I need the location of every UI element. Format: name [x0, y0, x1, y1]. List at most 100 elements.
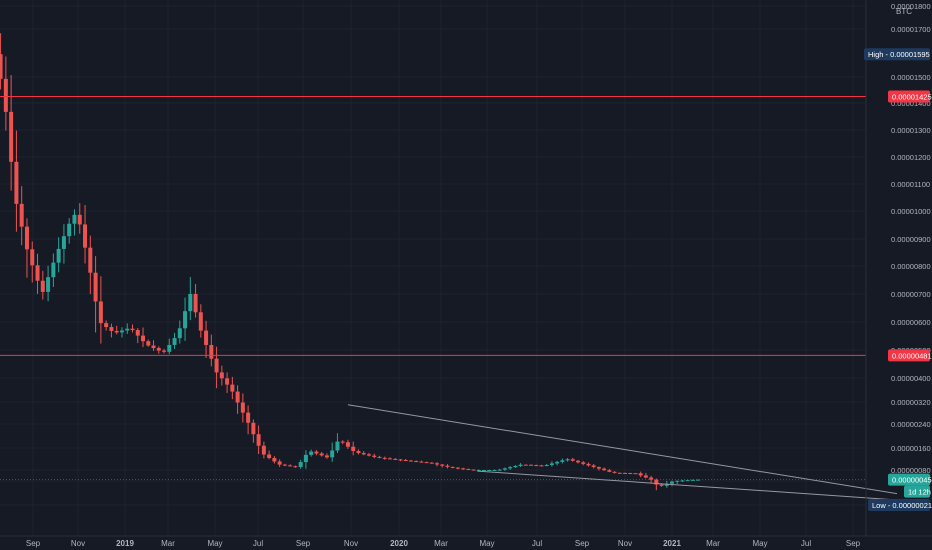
- price-tick-label: 0.00000240: [891, 420, 931, 429]
- candle-body: [183, 311, 188, 329]
- candle-body: [659, 484, 664, 486]
- candle-body: [570, 459, 575, 461]
- candle-body: [408, 460, 413, 462]
- candle-body: [14, 161, 19, 204]
- axes: BTC: [0, 0, 932, 537]
- time-tick-label: Mar: [706, 539, 720, 548]
- candle-body: [151, 345, 156, 349]
- annotation-lines: [0, 96, 898, 501]
- candle-body: [219, 372, 224, 379]
- price-tick-label: 0.00001300: [891, 126, 931, 135]
- candle-body: [46, 277, 51, 292]
- candle-body: [534, 465, 539, 467]
- time-tick-label: 2020: [390, 539, 408, 548]
- candle-body: [414, 461, 419, 463]
- current-price-badge: 0.00000045: [888, 473, 932, 486]
- level-price-badge: 0.00001425: [888, 90, 932, 103]
- candle-body: [586, 463, 591, 466]
- candle-body: [345, 442, 350, 447]
- candle-body: [654, 479, 659, 485]
- candle-body: [193, 294, 198, 313]
- candle-body: [77, 214, 82, 225]
- time-tick-label: May: [752, 539, 767, 548]
- candle-body: [141, 335, 146, 342]
- candle-body: [125, 328, 130, 331]
- candle-body: [314, 451, 319, 454]
- candle-body: [387, 458, 392, 460]
- high-badge-text: High - 0.00001595: [868, 50, 930, 59]
- candle-body: [67, 223, 72, 237]
- candle-body: [167, 344, 172, 352]
- candle-body: [162, 350, 167, 352]
- candle-body: [261, 445, 266, 455]
- current-price-badge-text: 0.00000045: [892, 476, 932, 485]
- candle-body: [476, 470, 481, 471]
- grid: [0, 0, 866, 536]
- trend-line[interactable]: [477, 470, 897, 501]
- candle-body: [51, 262, 56, 278]
- price-tick-label: 0.00000900: [891, 235, 931, 244]
- time-tick-label: May: [207, 539, 222, 548]
- candle-body: [330, 450, 335, 458]
- price-tick-label: 0.00001000: [891, 207, 931, 216]
- candles: [0, 33, 701, 491]
- candle-body: [146, 341, 151, 346]
- candle-body: [523, 464, 528, 466]
- candle-body: [361, 453, 366, 455]
- candle-body: [93, 272, 98, 302]
- candle-body: [56, 248, 61, 263]
- candle-body: [429, 462, 434, 464]
- candle-body: [670, 481, 674, 484]
- time-tick-label: Sep: [575, 539, 590, 548]
- candle-body: [88, 247, 93, 273]
- candle-body: [398, 459, 403, 461]
- time-tick-label: Jul: [253, 539, 263, 548]
- price-tick-label: 0.00001400: [891, 99, 931, 108]
- candle-body: [230, 384, 235, 392]
- candle-body: [309, 451, 314, 455]
- time-tick-label: Nov: [71, 539, 85, 548]
- candle-body: [487, 470, 492, 471]
- candle-body: [696, 479, 701, 481]
- candle-body: [19, 203, 24, 227]
- trend-line[interactable]: [347, 404, 898, 495]
- candle-body: [198, 312, 203, 331]
- candle-body: [680, 480, 685, 482]
- time-axis[interactable]: Sep Nov 2019 Mar May Jul Sep Nov 2020 Mar May Jul Se…: [26, 539, 861, 548]
- candle-body: [497, 469, 502, 471]
- candle-body: [513, 465, 518, 468]
- candle-body: [518, 464, 523, 466]
- candle-body: [0, 54, 3, 79]
- price-tick-label: 0.00000400: [891, 374, 931, 383]
- candle-body: [633, 473, 638, 475]
- time-tick-label: 2021: [663, 539, 681, 548]
- candle-body: [340, 441, 345, 443]
- time-tick-label: Nov: [344, 539, 358, 548]
- time-tick-label: 2019: [116, 539, 134, 548]
- price-tick-label: 0.00000320: [891, 398, 931, 407]
- candle-body: [565, 459, 570, 461]
- high-badge: High - 0.00001595: [864, 48, 930, 61]
- candle-body: [366, 454, 371, 456]
- candle-body: [424, 462, 429, 464]
- candle-body: [235, 391, 240, 403]
- level-price-badge: 0.00000481: [888, 349, 932, 362]
- candle-body: [435, 463, 440, 465]
- currency-label: BTC: [896, 7, 912, 16]
- candle-body: [240, 402, 245, 413]
- time-tick-label: Mar: [161, 539, 175, 548]
- low-badge-text: Low - 0.00000021: [872, 501, 932, 510]
- candle-body: [576, 460, 581, 463]
- candle-body: [628, 473, 633, 475]
- level-price-badge-text: 0.00000481: [892, 351, 932, 360]
- candle-body: [204, 330, 209, 345]
- price-tick-label: 0.00001100: [891, 180, 930, 189]
- candle-body: [602, 468, 607, 471]
- time-tick-label: Sep: [26, 539, 41, 548]
- candle-body: [623, 472, 628, 474]
- candle-body: [256, 434, 261, 446]
- candle-body: [114, 330, 119, 333]
- candle-body: [482, 470, 487, 471]
